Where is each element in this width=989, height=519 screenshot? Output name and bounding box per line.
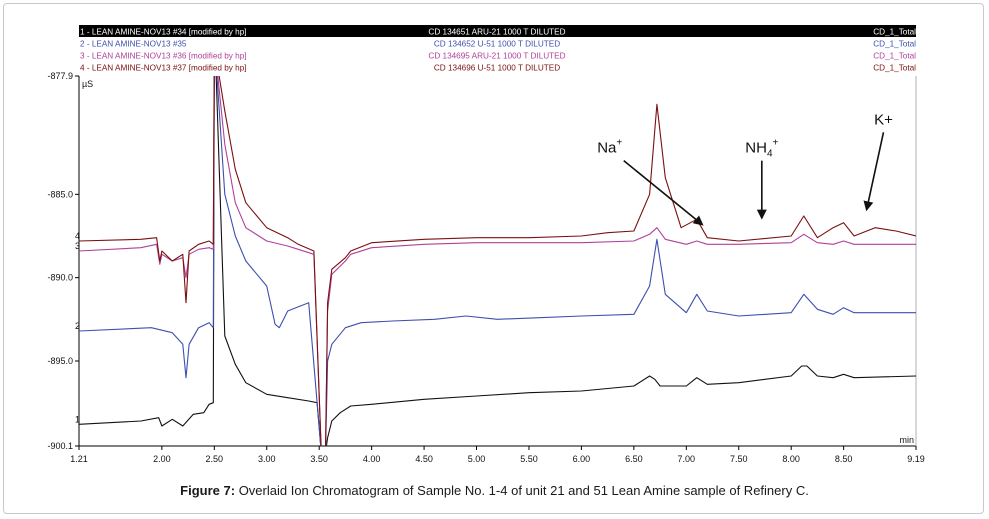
caption-label: Figure 7: xyxy=(180,483,236,498)
caption-text: Overlaid Ion Chromatogram of Sample No. … xyxy=(238,483,809,498)
y-tick-label: -900.1 xyxy=(47,441,73,451)
y-tick-label: -895.0 xyxy=(47,356,73,366)
x-tick-label: 1.21 xyxy=(70,454,88,464)
x-tick-label: 8.00 xyxy=(782,454,800,464)
x-tick-label: 2.00 xyxy=(153,454,171,464)
legend-row-1-center: CD 134651 ARU-21 1000 T DILUTED xyxy=(428,28,565,37)
legend-row-3-right: CD_1_Total xyxy=(873,52,916,61)
y-tick-label: -885.0 xyxy=(47,189,73,199)
ion-label-1: Na+ xyxy=(597,138,622,157)
y-axis-unit-label: µS xyxy=(82,79,93,89)
x-tick-label: 2.50 xyxy=(206,454,224,464)
trace-number-2: 2 xyxy=(75,321,80,331)
legend-row-4-left: 4 - LEAN AMINE-NOV13 #37 [modified by hp… xyxy=(80,64,247,73)
x-axis-unit-label: min xyxy=(899,435,914,445)
x-tick-label: 3.00 xyxy=(258,454,276,464)
trace-line-2 xyxy=(79,76,916,446)
legend-row-4-center: CD 134696 U-51 1000 T DILUTED xyxy=(434,64,560,73)
x-tick-label: 6.50 xyxy=(625,454,643,464)
x-tick-label: 8.50 xyxy=(835,454,853,464)
x-tick-label: 5.50 xyxy=(520,454,538,464)
legend-row-1-right: CD_1_Total xyxy=(873,28,916,37)
trace-line-4 xyxy=(79,76,916,446)
x-tick-label: 4.50 xyxy=(415,454,433,464)
ion-label-3: K+ xyxy=(874,111,893,128)
trace-number-3: 3 xyxy=(75,241,80,251)
x-tick-label: 7.50 xyxy=(730,454,748,464)
figure-caption: Figure 7: Overlaid Ion Chromatogram of S… xyxy=(0,483,989,498)
legend-row-1-left: 1 - LEAN AMINE-NOV13 #34 [modified by hp… xyxy=(80,28,247,37)
trace-number-1: 1 xyxy=(75,414,80,424)
x-tick-label: 9.19 xyxy=(907,454,925,464)
y-tick-label: -890.0 xyxy=(47,273,73,283)
y-tick-label: -877.9 xyxy=(47,71,73,81)
ion-label-2: NH4+ xyxy=(745,138,778,160)
trace-line-1 xyxy=(79,76,916,446)
ion-arrow-1 xyxy=(623,160,704,226)
trace-number-4: 4 xyxy=(75,231,80,241)
legend-row-2-right: CD_1_Total xyxy=(873,40,916,49)
legend-row-2-left: 2 - LEAN AMINE-NOV13 #35 xyxy=(80,40,187,49)
x-tick-label: 6.00 xyxy=(573,454,591,464)
legend-row-3-left: 3 - LEAN AMINE-NOV13 #36 [modified by hp… xyxy=(80,52,247,61)
legend-row-highlight xyxy=(79,25,916,37)
x-tick-label: 7.00 xyxy=(678,454,696,464)
trace-line-3 xyxy=(79,76,916,446)
legend-row-2-center: CD 134652 U-51 1000 T DILUTED xyxy=(434,40,560,49)
x-tick-label: 3.50 xyxy=(310,454,328,464)
x-tick-label: 4.00 xyxy=(363,454,381,464)
legend-row-3-center: CD 134695 ARU-21 1000 T DILUTED xyxy=(428,52,565,61)
ion-arrow-3 xyxy=(863,132,885,212)
figure-frame xyxy=(3,3,984,514)
x-tick-label: 5.00 xyxy=(468,454,486,464)
legend-row-4-right: CD_1_Total xyxy=(873,64,916,73)
